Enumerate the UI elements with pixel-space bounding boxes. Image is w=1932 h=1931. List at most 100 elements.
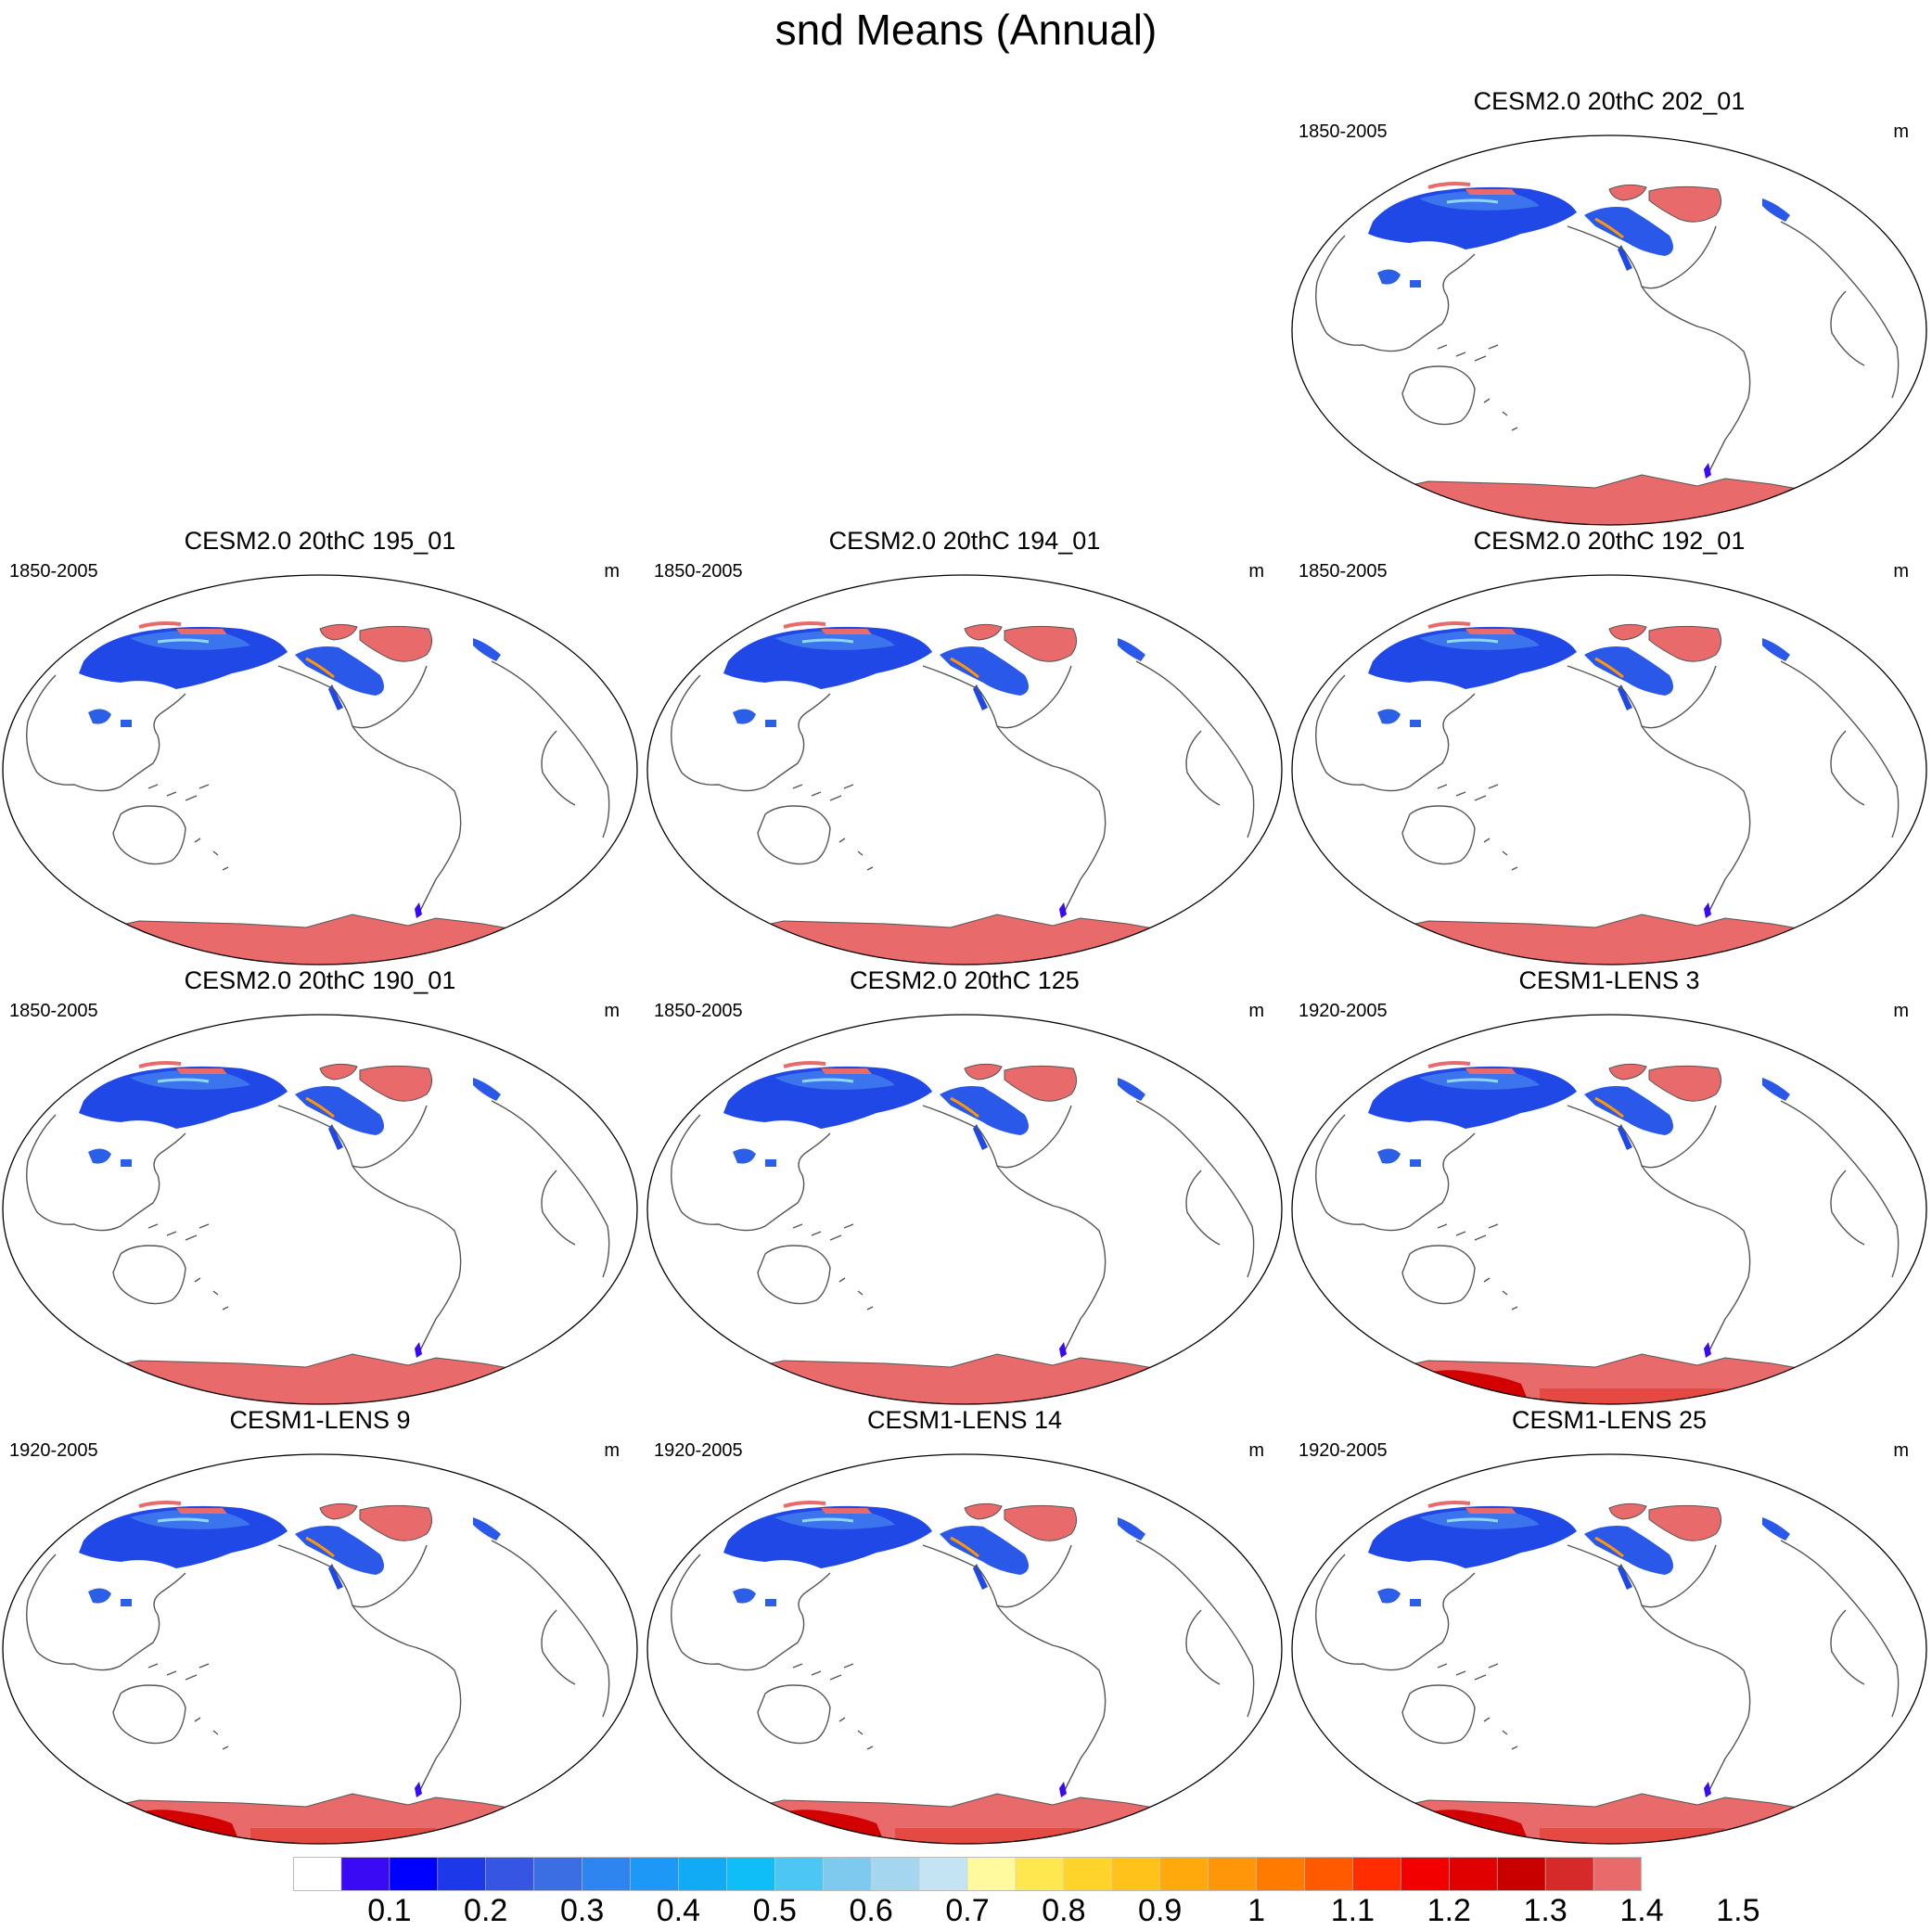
greenland-region bbox=[1648, 185, 1721, 223]
north-america-snow-region bbox=[1584, 646, 1673, 710]
arctic-islands-east bbox=[176, 629, 227, 634]
panel-units: m bbox=[1248, 1440, 1264, 1461]
panel-years: 1850-2005 bbox=[1299, 121, 1388, 142]
panel-years: 1850-2005 bbox=[9, 561, 98, 582]
world-map bbox=[2, 1014, 638, 1405]
colorbar-label: 0.6 bbox=[849, 1893, 893, 1928]
colorbar-swatch bbox=[340, 1857, 390, 1891]
arctic-islands-region bbox=[319, 1503, 358, 1520]
eurasia-snow-region bbox=[79, 621, 288, 727]
map-border bbox=[646, 1453, 1283, 1845]
panel-units: m bbox=[1248, 1001, 1264, 1021]
colorbar-label: 1.1 bbox=[1330, 1893, 1375, 1928]
colorbar-swatch bbox=[293, 1857, 342, 1891]
patagonia-snow-region bbox=[415, 902, 422, 918]
colorbar-swatch bbox=[437, 1857, 487, 1891]
greenland-region bbox=[359, 1065, 432, 1102]
world-map bbox=[2, 574, 638, 966]
arctic-islands-east bbox=[821, 1068, 872, 1074]
eurasia-snow-region bbox=[723, 621, 932, 727]
map-panel: CESM2.0 20thC 192_01 1850-2005 m bbox=[1289, 525, 1929, 966]
map-panel: CESM1-LENS 25 1920-2005 m bbox=[1289, 1404, 1929, 1846]
greenland-region bbox=[1648, 1504, 1721, 1541]
scandinavia-snow-region bbox=[473, 1078, 501, 1101]
colorbar-swatch bbox=[870, 1857, 920, 1891]
panel-units: m bbox=[604, 561, 620, 582]
map-content bbox=[3, 621, 637, 965]
scandinavia-snow-region bbox=[473, 638, 501, 661]
panel-title: CESM2.0 20thC 190_01 bbox=[184, 966, 456, 994]
map-border bbox=[1291, 1453, 1927, 1845]
panel-units: m bbox=[604, 1001, 620, 1021]
north-america-snow-region bbox=[1584, 1526, 1673, 1590]
antarctica-region bbox=[647, 914, 1282, 965]
map-border bbox=[2, 574, 638, 966]
panel-title: CESM2.0 20thC 192_01 bbox=[1473, 527, 1746, 555]
colorbar-label: 0.7 bbox=[945, 1893, 990, 1928]
arctic-islands-region bbox=[1608, 1503, 1647, 1520]
panel-years: 1920-2005 bbox=[9, 1440, 98, 1461]
panel-years: 1850-2005 bbox=[654, 561, 743, 582]
colorbar-label: 0.5 bbox=[752, 1893, 797, 1928]
colorbar-label: 0.1 bbox=[367, 1893, 412, 1928]
north-america-snow-region bbox=[295, 1086, 384, 1150]
arctic-islands-east bbox=[1465, 1068, 1516, 1074]
arctic-islands-region bbox=[319, 623, 358, 641]
arctic-islands-region bbox=[964, 1503, 1003, 1520]
greenland-region bbox=[1004, 625, 1077, 662]
antarctica-region bbox=[647, 1353, 1282, 1404]
panel-title: CESM1-LENS 25 bbox=[1511, 1406, 1708, 1434]
patagonia-snow-region bbox=[415, 1342, 422, 1358]
colorbar-labels: 0.1 0.2 0.3 0.4 0.5 0.6 0.7 0.8 0.9 1 1.1 1.2 1.3 1.4… bbox=[293, 1892, 1759, 1931]
colorbar-swatch bbox=[1304, 1857, 1354, 1891]
arctic-islands-east bbox=[176, 1508, 227, 1514]
greenland-region bbox=[1648, 625, 1721, 662]
map-border bbox=[1291, 574, 1927, 966]
scandinavia-snow-region bbox=[1118, 638, 1145, 661]
arctic-islands-region bbox=[1608, 184, 1647, 201]
world-map bbox=[646, 574, 1283, 966]
coastlines bbox=[1292, 660, 1900, 917]
map-panel: CESM1-LENS 14 1920-2005 m bbox=[645, 1404, 1285, 1846]
colorbar-label: 0.3 bbox=[559, 1893, 605, 1928]
map-panel: CESM2.0 20thC 190_01 1850-2005 m bbox=[0, 965, 640, 1406]
colorbar-swatches bbox=[293, 1857, 1642, 1891]
greenland-region bbox=[359, 1504, 432, 1541]
arctic-islands-east bbox=[821, 629, 872, 634]
world-map bbox=[1291, 574, 1927, 966]
north-america-snow-region bbox=[940, 646, 1029, 710]
colorbar-frame bbox=[293, 1857, 1642, 1891]
arctic-islands-east bbox=[1465, 629, 1516, 634]
panel-units: m bbox=[1893, 1001, 1909, 1021]
colorbar-swatch bbox=[1352, 1857, 1402, 1891]
panel-units: m bbox=[1893, 1440, 1909, 1461]
antarctica-region bbox=[3, 914, 637, 965]
scandinavia-snow-region bbox=[1762, 638, 1790, 661]
colorbar-swatch bbox=[822, 1857, 872, 1891]
colorbar-swatch bbox=[678, 1857, 728, 1891]
panel-units: m bbox=[1893, 121, 1909, 142]
map-panel: CESM1-LENS 9 1920-2005 m bbox=[0, 1404, 640, 1846]
panel-title: CESM2.0 20thC 195_01 bbox=[184, 527, 456, 555]
north-america-snow-region bbox=[940, 1526, 1029, 1590]
colorbar-swatch bbox=[1111, 1857, 1161, 1891]
coastlines bbox=[1292, 1100, 1900, 1357]
patagonia-snow-region bbox=[1704, 1342, 1711, 1358]
map-panel: CESM2.0 20thC 202_01 1850-2005 m bbox=[1289, 85, 1929, 527]
panel-years: 1850-2005 bbox=[9, 1001, 98, 1021]
world-map bbox=[646, 1453, 1283, 1845]
colorbar-label: 1.4 bbox=[1619, 1893, 1664, 1928]
map-panel: CESM2.0 20thC 194_01 1850-2005 m bbox=[645, 525, 1285, 966]
colorbar-label: 1.5 bbox=[1716, 1893, 1760, 1928]
eurasia-snow-region bbox=[1368, 621, 1577, 727]
colorbar bbox=[293, 1857, 1642, 1891]
colorbar-swatch bbox=[1448, 1857, 1499, 1891]
patagonia-snow-region bbox=[1704, 463, 1711, 479]
north-america-snow-region bbox=[295, 1526, 384, 1590]
colorbar-swatch bbox=[1208, 1857, 1258, 1891]
colorbar-swatch bbox=[1544, 1857, 1594, 1891]
panel-title: CESM1-LENS 9 bbox=[229, 1406, 411, 1434]
panel-units: m bbox=[1248, 561, 1264, 582]
map-content bbox=[1292, 621, 1926, 965]
patagonia-snow-region bbox=[1059, 1342, 1067, 1358]
